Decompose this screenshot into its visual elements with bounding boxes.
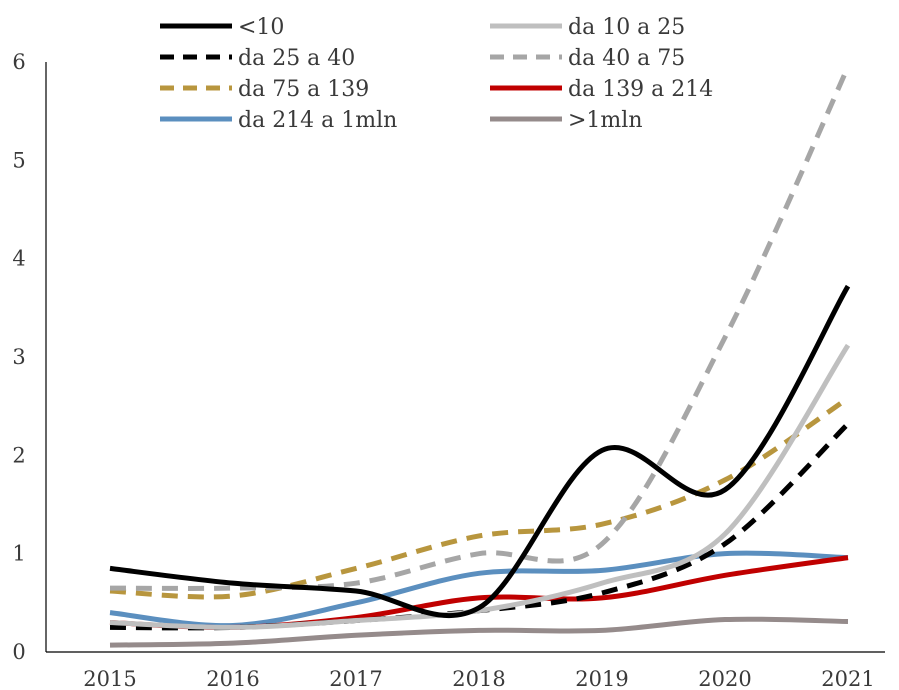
series-line-3 [109, 65, 851, 591]
y-tick-label: 6 [12, 50, 25, 74]
legend-label-4: da 75 a 139 [238, 77, 369, 102]
legend-label-5: da 139 a 214 [568, 77, 713, 102]
legend-label-6: da 214 a 1mln [238, 108, 397, 133]
y-tick-label: 0 [12, 640, 25, 664]
series-line-1 [109, 343, 851, 630]
series-lines [109, 65, 851, 648]
y-tick-label: 3 [12, 345, 25, 369]
legend-label-1: da 10 a 25 [568, 15, 685, 40]
legend-label-0: <10 [238, 15, 284, 40]
y-tick-label: 1 [12, 542, 25, 566]
x-tick-label: 2018 [452, 667, 505, 690]
x-axis-ticks: 2015 2016 2017 2018 2019 2020 2021 [83, 667, 874, 690]
y-tick-label: 4 [12, 247, 25, 271]
x-tick-label: 2019 [575, 667, 628, 690]
series-line-0 [109, 284, 851, 619]
series-line-4 [109, 396, 850, 600]
x-tick-label: 2021 [821, 667, 874, 690]
legend-label-3: da 40 a 75 [568, 46, 685, 71]
legend-label-2: da 25 a 40 [238, 46, 355, 71]
x-tick-label: 2017 [329, 667, 382, 690]
y-tick-label: 2 [12, 443, 25, 467]
x-tick-label: 2015 [83, 667, 136, 690]
legend-label-7: >1mln [568, 108, 643, 133]
x-tick-label: 2020 [698, 667, 751, 690]
y-tick-label: 5 [12, 148, 25, 172]
x-tick-label: 2016 [206, 667, 259, 690]
legend: <10 da 10 a 25 da 25 a 40 da 40 a 75 da 75 a… [160, 15, 713, 133]
y-axis-ticks: 0 1 2 3 4 5 6 [12, 50, 25, 664]
series-line-7 [109, 616, 849, 648]
